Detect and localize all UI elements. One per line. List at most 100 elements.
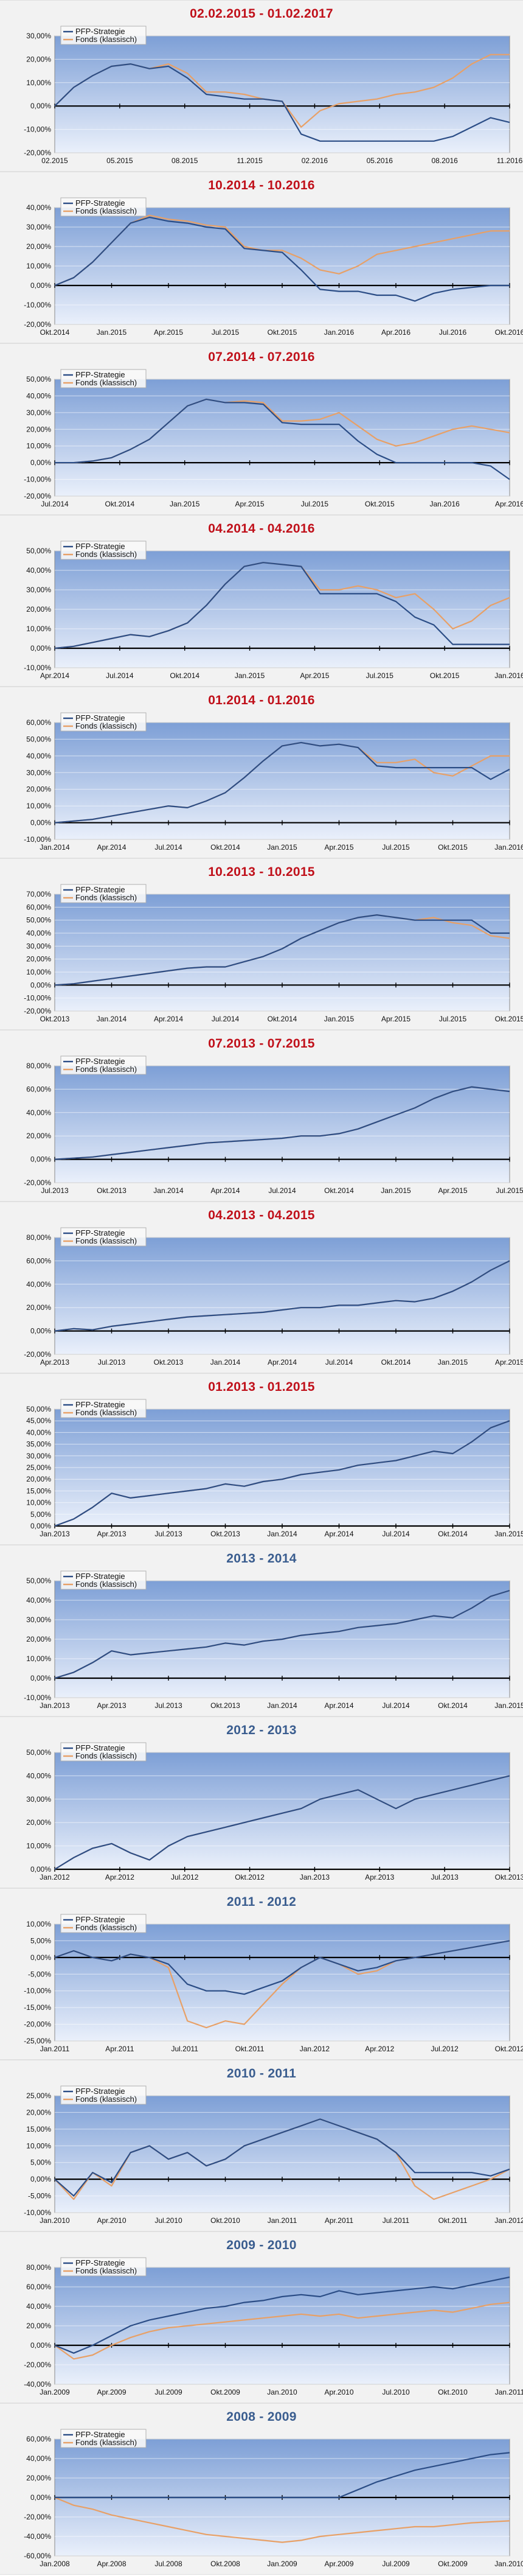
chart-title: 2008 - 2009	[226, 2410, 297, 2424]
x-tick-label: Okt.2014	[170, 671, 199, 680]
x-tick-label: Jan.2013	[300, 1873, 330, 1881]
legend-label: Fonds (klassisch)	[75, 2095, 137, 2104]
series-line-strategy	[54, 63, 510, 142]
x-tick-label: Okt.2011	[438, 2216, 468, 2225]
x-tick-label: Okt.2015	[495, 1015, 523, 1023]
y-tick-label: 60,00%	[26, 2435, 51, 2443]
x-tick-label: Apr.2015	[324, 843, 353, 852]
y-tick-label: 20,00%	[26, 1818, 51, 1827]
legend-label: PFP-Strategie	[75, 1400, 125, 1409]
plot-area	[54, 1065, 510, 1183]
x-tick-label: Apr.2013	[365, 1873, 394, 1881]
series-line-strategy	[55, 2452, 510, 2499]
chart-title: 01.2013 - 01.2015	[208, 1380, 315, 1394]
chart-panel: 02.02.2015 - 01.02.2017 -20,00% -10,00% 0,0…	[0, 0, 523, 172]
y-tick-label: -20,00%	[24, 149, 51, 157]
y-tick-label: -10,00%	[24, 663, 51, 672]
y-tick-label: 40,00%	[26, 1596, 51, 1605]
series-line-fund	[54, 2496, 510, 2543]
plot-area	[54, 1237, 510, 1355]
y-tick-label: 10,00%	[26, 442, 51, 450]
chart-panel: 2013 - 2014 -10,00% 0,00% 10,00% 20,00% 30,00…	[0, 1545, 523, 1717]
y-tick-label: 20,00%	[26, 1475, 51, 1483]
series-line-strategy	[54, 2276, 510, 2354]
chart-svg: -10,00% 0,00% 10,00% 20,00% 30,00% 40,00% 50,0…	[24, 712, 523, 852]
x-tick-label: 05.2016	[367, 156, 393, 165]
x-tick-label: Jul.2013	[41, 1186, 69, 1195]
x-tick-label: Okt.2010	[438, 2388, 468, 2396]
legend	[60, 2085, 147, 2105]
plot-area	[54, 1752, 510, 1870]
y-tick-label: -10,00%	[24, 301, 51, 309]
legend-label: Fonds (klassisch)	[75, 721, 137, 730]
y-tick-label: 20,00%	[26, 1303, 51, 1312]
y-tick-label: -20,00%	[24, 1178, 51, 1187]
y-tick-label: -20,00%	[24, 2513, 51, 2521]
x-tick-label: Jan.2015	[170, 500, 200, 508]
y-tick-label: 15,00%	[26, 1486, 51, 1495]
x-tick-label: 02.2016	[302, 156, 328, 165]
y-tick-label: 20,00%	[26, 2108, 51, 2116]
x-tick-label: 11.2016	[497, 156, 523, 165]
x-tick-label: Jul.2013	[154, 1701, 182, 1710]
x-tick-label: Jan.2014	[97, 1015, 127, 1023]
y-tick-label: 50,00%	[26, 916, 51, 925]
y-tick-label: 10,00%	[26, 802, 51, 810]
chart-title: 04.2014 - 04.2016	[208, 522, 315, 536]
x-tick-label: 11.2015	[237, 156, 263, 165]
x-tick-label: Jan.2009	[40, 2388, 70, 2396]
x-tick-label: Apr.2014	[97, 843, 126, 852]
plot-area	[54, 2095, 510, 2213]
y-tick-label: 40,00%	[26, 1428, 51, 1437]
y-tick-label: 70,00%	[26, 890, 51, 898]
plot-area	[54, 722, 510, 840]
y-tick-label: 80,00%	[26, 1233, 51, 1242]
x-tick-label: Apr.2008	[97, 2560, 126, 2568]
x-tick-label: Apr.2015	[495, 1358, 523, 1367]
x-tick-label: Jul.2012	[431, 2045, 459, 2053]
x-tick-label: Jul.2015	[439, 1015, 467, 1023]
legend-label: Fonds (klassisch)	[75, 1065, 137, 1074]
series-line-strategy	[54, 562, 510, 649]
x-tick-label: Jul.2015	[366, 671, 394, 680]
x-tick-label: Jan.2012	[494, 2216, 523, 2225]
y-tick-label: 10,00%	[26, 1920, 51, 1928]
series-line-strategy	[54, 1420, 510, 1527]
y-tick-label: 30,00%	[26, 1452, 51, 1460]
y-tick-label: 30,00%	[26, 32, 51, 40]
x-tick-label: Okt.2013	[97, 1186, 126, 1195]
series-line-strategy	[54, 1086, 510, 1160]
y-tick-label: 40,00%	[26, 391, 51, 400]
x-tick-label: Okt.2012	[495, 2045, 523, 2053]
y-tick-label: -10,00%	[24, 994, 51, 1003]
y-tick-label: 20,00%	[26, 2322, 51, 2330]
chart-panel: 2012 - 2013 0,00% 10,00% 20,00% 30,00% 40,00%…	[0, 1717, 523, 1888]
legend-label: Fonds (klassisch)	[75, 1923, 137, 1932]
y-tick-label: -60,00%	[24, 2552, 51, 2560]
x-tick-label: Jan.2014	[153, 1186, 184, 1195]
y-tick-label: 0,00%	[30, 2341, 51, 2350]
y-tick-label: -10,00%	[24, 125, 51, 134]
x-tick-label: Jul.2014	[106, 671, 134, 680]
x-tick-label: Jul.2014	[325, 1358, 353, 1367]
chart-title: 04.2013 - 04.2015	[208, 1208, 315, 1222]
chart-svg: -10,00% 0,00% 10,00% 20,00% 30,00% 40,00% 50,0…	[24, 1570, 523, 1710]
chart-svg: -20,00% -10,00% 0,00% 10,00% 20,00% 30,00% 40,…	[24, 197, 523, 337]
y-tick-label: 30,00%	[26, 408, 51, 417]
y-tick-label: 10,00%	[26, 1842, 51, 1850]
legend	[60, 1227, 147, 1247]
chart-panel: 2009 - 2010 -40,00% -20,00% 0,00% 20,00% 40,0…	[0, 2231, 523, 2403]
chart-title: 01.2014 - 01.2016	[208, 693, 315, 707]
x-tick-label: Jul.2011	[171, 2045, 198, 2053]
chart-title: 2013 - 2014	[226, 1552, 297, 1566]
legend	[60, 369, 147, 388]
chart-svg: 0,00% 5,00% 10,00% 15,00% 20,00% 25,00% 30,00%…	[26, 1399, 523, 1538]
y-tick-label: 40,00%	[26, 752, 51, 760]
x-tick-label: Jan.2010	[267, 2388, 297, 2396]
plot-area	[54, 894, 510, 1012]
legend-label: PFP-Strategie	[75, 885, 125, 894]
x-tick-label: 08.2015	[171, 156, 198, 165]
x-tick-label: Okt.2010	[210, 2216, 240, 2225]
chart-svg: -20,00% 0,00% 20,00% 40,00% 60,00% 80,00% Jul.…	[24, 1055, 523, 1195]
x-tick-label: Okt.2009	[210, 2388, 240, 2396]
